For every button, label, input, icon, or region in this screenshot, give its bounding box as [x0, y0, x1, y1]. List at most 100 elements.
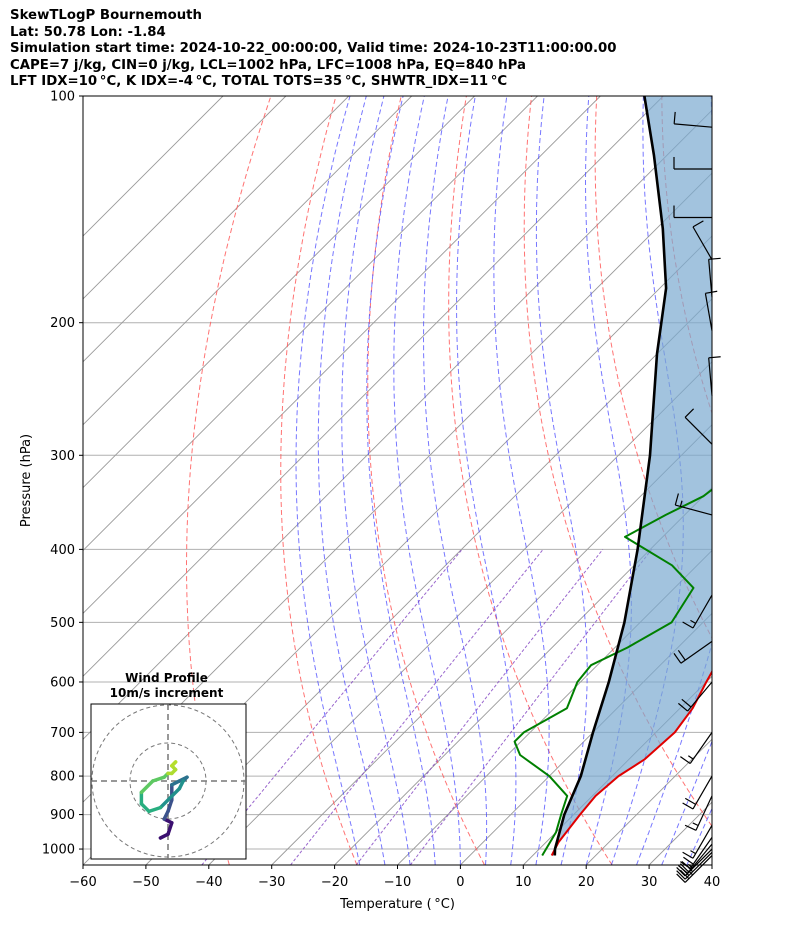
y-tick-label: 100	[50, 90, 75, 105]
mixing-ratio-line	[290, 549, 544, 865]
hodograph-trace-segment	[139, 802, 151, 814]
wind-barb	[684, 408, 713, 445]
dry-adiabat-line	[367, 96, 485, 865]
moist-adiabat-line	[295, 96, 361, 865]
moist-adiabat-line	[535, 96, 588, 865]
isotherm-line	[397, 549, 712, 865]
isotherm-line	[711, 864, 712, 865]
dry-adiabat-line	[594, 96, 712, 640]
plot-area	[83, 96, 794, 865]
wind-barb	[682, 775, 713, 810]
x-tick-label: −50	[132, 875, 159, 890]
x-tick-label: −60	[69, 875, 96, 890]
chart-header: SkewTLogP Bournemouth Lat: 50.78 Lon: -1…	[10, 8, 617, 91]
isotherm-line	[271, 424, 712, 865]
moist-adiabat-line	[422, 96, 488, 865]
wind-barbs	[673, 111, 721, 883]
wind-barb	[674, 493, 713, 516]
x-tick-label: −20	[321, 875, 348, 890]
hodograph-trace-segment	[170, 760, 178, 768]
temperature-line	[550, 669, 712, 856]
hodograph-trace-segment	[170, 786, 182, 798]
wind-barb	[680, 837, 713, 870]
cape-indices: CAPE=7 j/kg, CIN=0 j/kg, LCL=1002 hPa, L…	[10, 57, 527, 73]
y-tick-label: 1000	[42, 843, 75, 858]
wind-barb	[677, 681, 713, 712]
hodograph-subtitle: 10m/s increment	[110, 686, 224, 700]
isotherm-line	[83, 96, 601, 615]
isotherm-line	[83, 96, 224, 237]
isotherm-line	[334, 486, 712, 865]
isotherm-line	[83, 109, 712, 740]
dry-adiabat-line	[280, 96, 358, 865]
wind-barb	[673, 205, 712, 219]
y-tick-label: 800	[50, 770, 75, 785]
x-tick-label: 10	[515, 875, 532, 890]
dewpoint-line	[513, 488, 712, 857]
x-tick-label: 40	[704, 875, 721, 890]
x-tick-label: 20	[578, 875, 595, 890]
y-tick-label: 700	[50, 726, 75, 741]
isotherm-line	[83, 96, 287, 300]
stability-indices: LFT IDX=10 °C, K IDX=-4 °C, TOTAL TOTS=3…	[10, 74, 508, 90]
wind-barb	[673, 111, 713, 128]
moist-adiabat-line	[661, 739, 712, 865]
location-coords: Lat: 50.78 Lon: -1.84	[10, 24, 166, 40]
parcel-profile-line	[553, 96, 668, 856]
hodograph-title: Wind Profile	[125, 671, 208, 685]
y-tick-label: 200	[50, 316, 75, 331]
x-tick-label: 0	[456, 875, 464, 890]
y-axis-label: Pressure (hPa)	[19, 434, 34, 527]
moist-adiabat-line	[493, 96, 550, 865]
isotherm-line	[208, 361, 712, 865]
y-tick-label: 900	[50, 808, 75, 823]
simulation-times: Simulation start time: 2024-10-22_00:00:…	[10, 41, 617, 57]
x-tick-label: −40	[195, 875, 222, 890]
dry-adiabat-line	[448, 96, 613, 865]
isotherm-line	[83, 96, 664, 677]
dry-adiabat-line	[727, 96, 794, 865]
isotherm-line	[775, 96, 794, 865]
moist-adiabat-line	[393, 96, 461, 865]
wind-barb	[682, 825, 713, 859]
wind-barb	[708, 257, 721, 298]
wind-barb	[692, 220, 713, 261]
dry-adiabat-line	[523, 96, 712, 828]
wind-barb	[673, 640, 713, 664]
mixing-ratio-line	[355, 549, 604, 865]
moist-adiabat-line	[711, 863, 712, 865]
y-tick-label: 500	[50, 616, 75, 631]
wind-barb	[673, 156, 712, 170]
hodograph-trace-segment	[147, 805, 163, 814]
moist-adiabat-line	[456, 96, 517, 865]
hodograph-trace-segment	[151, 775, 166, 783]
x-tick-label: −10	[384, 875, 411, 890]
x-tick-label: −30	[258, 875, 285, 890]
x-tick-label: 30	[641, 875, 658, 890]
hodograph-trace-segment	[139, 779, 155, 795]
wind-barb	[708, 356, 721, 396]
x-axis-label: Temperature ( °C)	[339, 897, 455, 912]
y-tick-label: 400	[50, 543, 75, 558]
chart-title: SkewTLogP Bournemouth	[10, 8, 202, 23]
mixing-ratio-line	[409, 549, 652, 865]
isotherm-line	[83, 96, 475, 489]
cape-shading	[551, 96, 712, 856]
dry-adiabat-line	[186, 96, 272, 865]
y-tick-label: 600	[50, 675, 75, 690]
hodograph-trace-segment	[158, 794, 174, 810]
isotherm-line	[460, 612, 712, 865]
isotherm-line	[83, 96, 538, 552]
y-tick-label: 300	[50, 449, 75, 464]
moist-adiabat-line	[366, 96, 436, 865]
hodograph-trace-segment	[166, 821, 174, 836]
hodograph-trace-segment	[166, 798, 174, 814]
moist-adiabat-line	[686, 807, 712, 865]
isotherm-line	[145, 298, 712, 865]
moist-adiabat-line	[317, 96, 386, 865]
isotherm-line	[83, 96, 413, 426]
wind-barb	[684, 795, 713, 831]
moist-adiabat-line	[341, 96, 411, 865]
